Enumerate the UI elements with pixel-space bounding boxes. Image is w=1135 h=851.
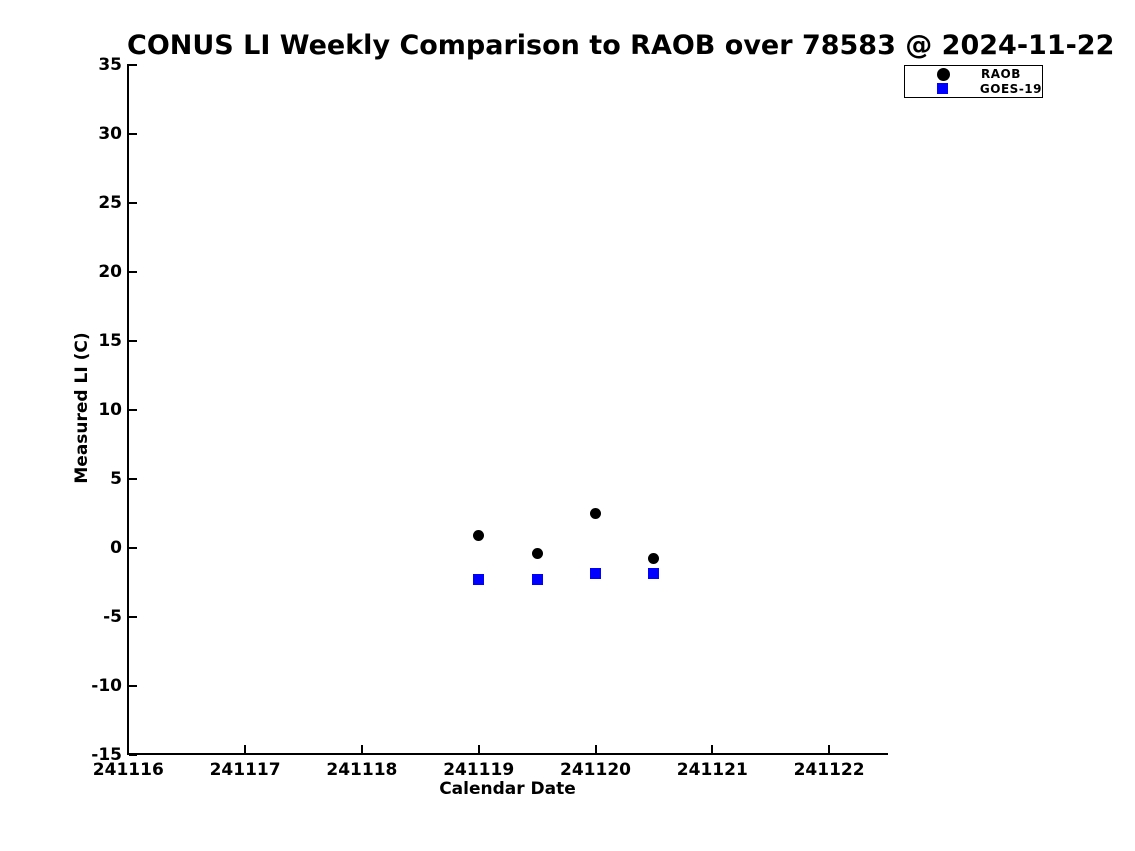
y-tick-mark <box>129 684 138 687</box>
goes-19-data-point <box>590 567 601 579</box>
y-tick-label: -15 <box>91 744 122 765</box>
legend-label: GOES-19 <box>979 81 1042 96</box>
y-tick-mark <box>129 270 138 273</box>
x-tick-mark <box>594 745 597 753</box>
plot-area <box>127 64 888 755</box>
y-tick-label: 15 <box>98 330 122 351</box>
x-tick-label: 241120 <box>560 760 631 780</box>
legend-entry-raob: RAOB <box>905 67 1042 82</box>
x-tick-label: 241122 <box>793 760 865 780</box>
y-axis-label: Measured LI (C) <box>72 332 92 484</box>
y-tick-label: 35 <box>98 55 122 75</box>
y-tick-label: 5 <box>110 468 122 489</box>
y-tick-mark <box>129 546 138 549</box>
chart-title: CONUS LI Weekly Comparison to RAOB over … <box>127 30 1115 61</box>
x-tick-mark <box>711 745 714 753</box>
x-tick-mark <box>127 745 130 753</box>
y-tick-label: -5 <box>103 606 122 627</box>
raob-data-point <box>473 529 485 541</box>
y-tick-label: 30 <box>98 123 122 144</box>
y-tick-mark <box>129 615 138 618</box>
y-tick-mark <box>129 408 138 411</box>
raob-data-point <box>590 507 601 519</box>
goes-19-data-point <box>531 573 543 585</box>
raob-data-point <box>648 553 660 565</box>
x-tick-mark <box>828 745 831 753</box>
x-tick-mark <box>360 745 363 753</box>
legend-label: RAOB <box>981 67 1021 82</box>
legend-entry-goes-19: GOES-19 <box>905 82 1042 97</box>
y-tick-label: -10 <box>91 675 122 696</box>
y-tick-label: 20 <box>98 261 122 282</box>
raob-legend-marker-icon <box>936 67 950 81</box>
x-tick-mark <box>244 745 247 753</box>
x-tick-label: 241119 <box>443 760 515 780</box>
x-tick-label: 241116 <box>92 760 164 780</box>
y-tick-mark <box>129 339 138 342</box>
y-tick-label: 10 <box>98 399 122 420</box>
x-tick-label: 241121 <box>676 760 748 780</box>
y-tick-mark <box>129 132 138 135</box>
x-tick-label: 241118 <box>326 760 398 780</box>
x-tick-label: 241117 <box>209 760 281 780</box>
raob-data-point <box>531 548 543 560</box>
x-tick-mark <box>477 745 480 753</box>
legend-marker-cell <box>905 83 980 95</box>
y-tick-mark <box>129 753 138 756</box>
goes-19-data-point <box>648 568 660 580</box>
y-tick-label: 25 <box>98 192 122 213</box>
y-tick-label: 0 <box>110 537 122 558</box>
legend-marker-cell <box>905 67 981 81</box>
goes-19-legend-marker-icon <box>936 83 948 95</box>
legend: RAOB GOES-19 <box>904 65 1043 98</box>
x-axis-label: Calendar Date <box>439 779 576 799</box>
goes-19-data-point <box>473 573 485 585</box>
y-tick-mark <box>129 477 138 480</box>
y-tick-mark <box>129 64 138 66</box>
y-tick-mark <box>129 201 138 204</box>
